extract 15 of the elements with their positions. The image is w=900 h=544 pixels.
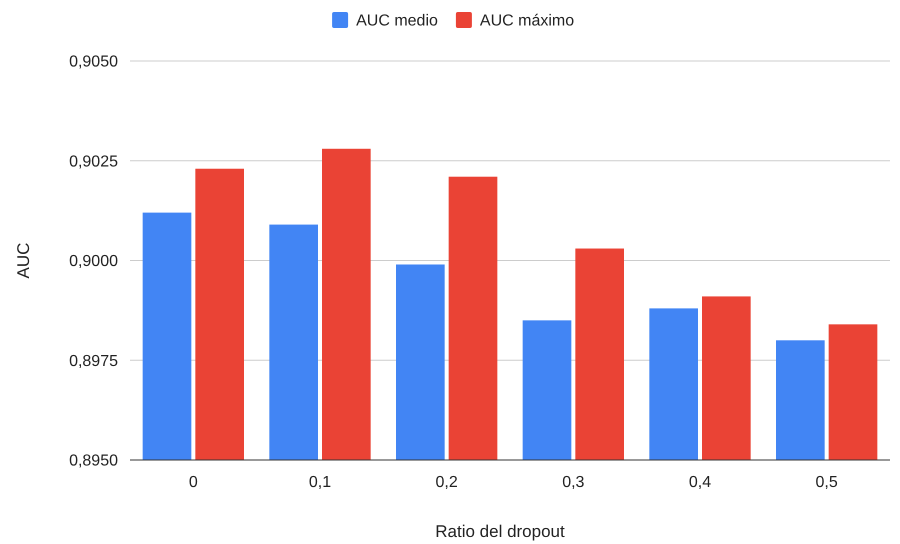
x-tick-label: 0: [188, 474, 198, 491]
x-tick-label: 0,3: [562, 474, 585, 491]
y-tick-label: 0,8975: [69, 352, 118, 370]
legend-label: AUC medio: [356, 12, 438, 30]
y-tick-label: 0,8950: [69, 452, 118, 470]
x-tick-label: 0,2: [436, 474, 458, 491]
x-axis-title: Ratio del dropout: [435, 522, 566, 541]
legend-label: AUC máximo: [480, 12, 574, 30]
y-tick-label: 0,9050: [69, 54, 118, 71]
y-axis-title: AUC: [14, 242, 33, 278]
y-tick-label: 0,9000: [69, 253, 118, 270]
y-tick-label: 0,9025: [69, 153, 118, 170]
x-tick-label: 0,5: [816, 474, 838, 491]
x-tick-label: 0,1: [308, 474, 332, 491]
x-tick-label: 0,4: [688, 474, 712, 491]
